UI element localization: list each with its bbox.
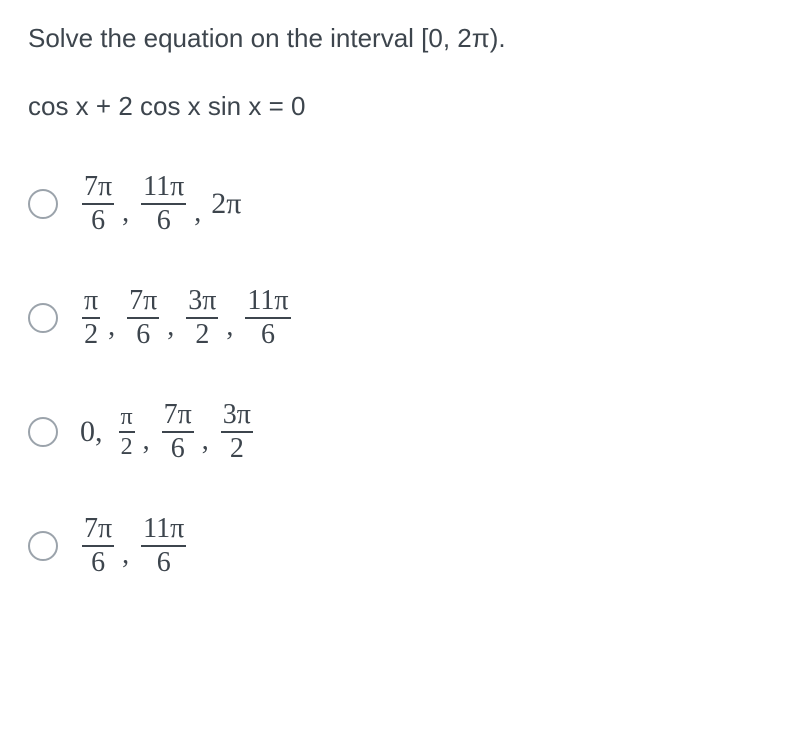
radio-button[interactable] bbox=[28, 303, 58, 333]
separator: , bbox=[194, 197, 201, 235]
radio-button[interactable] bbox=[28, 417, 58, 447]
denominator: 6 bbox=[169, 433, 187, 463]
options-list: 7π6,11π6,2ππ2,7π6,3π2,11π60,π2,7π6,3π27π… bbox=[28, 173, 772, 577]
question-prompt: Solve the equation on the interval [0, 2… bbox=[28, 20, 772, 56]
fraction: 11π6 bbox=[141, 515, 186, 577]
question-equation: cos x + 2 cos x sin x = 0 bbox=[28, 88, 772, 124]
answer-content: 7π6,11π6,2π bbox=[80, 173, 241, 235]
fraction: π2 bbox=[119, 405, 135, 459]
denominator: 6 bbox=[155, 205, 173, 235]
option-row[interactable]: 0,π2,7π6,3π2 bbox=[28, 401, 772, 463]
denominator: 2 bbox=[193, 319, 211, 349]
separator: , bbox=[108, 311, 115, 349]
answer-content: π2,7π6,3π2,11π6 bbox=[80, 287, 293, 349]
numerator: 11π bbox=[141, 173, 186, 203]
numerator: 7π bbox=[127, 287, 159, 317]
denominator: 6 bbox=[155, 547, 173, 577]
separator: , bbox=[122, 197, 129, 235]
numerator: 3π bbox=[186, 287, 218, 317]
denominator: 6 bbox=[89, 205, 107, 235]
numerator: 7π bbox=[162, 401, 194, 431]
separator: , bbox=[122, 539, 129, 577]
fraction: 11π6 bbox=[245, 287, 290, 349]
whole-term: 0, bbox=[80, 415, 103, 449]
whole-term: 2π bbox=[211, 187, 241, 221]
numerator: 7π bbox=[82, 173, 114, 203]
denominator: 6 bbox=[89, 547, 107, 577]
fraction: 7π6 bbox=[162, 401, 194, 463]
separator: , bbox=[143, 425, 150, 463]
numerator: 7π bbox=[82, 515, 114, 545]
numerator: π bbox=[82, 287, 100, 317]
denominator: 6 bbox=[134, 319, 152, 349]
denominator: 2 bbox=[228, 433, 246, 463]
fraction: 7π6 bbox=[82, 515, 114, 577]
numerator: 3π bbox=[221, 401, 253, 431]
separator: , bbox=[226, 311, 233, 349]
numerator: 11π bbox=[245, 287, 290, 317]
answer-content: 7π6,11π6 bbox=[80, 515, 188, 577]
denominator: 2 bbox=[119, 433, 135, 459]
numerator: 11π bbox=[141, 515, 186, 545]
denominator: 6 bbox=[259, 319, 277, 349]
separator: , bbox=[202, 425, 209, 463]
option-row[interactable]: π2,7π6,3π2,11π6 bbox=[28, 287, 772, 349]
option-row[interactable]: 7π6,11π6 bbox=[28, 515, 772, 577]
answer-content: 0,π2,7π6,3π2 bbox=[80, 401, 255, 463]
fraction: 7π6 bbox=[127, 287, 159, 349]
radio-button[interactable] bbox=[28, 189, 58, 219]
fraction: 3π2 bbox=[186, 287, 218, 349]
denominator: 2 bbox=[82, 319, 100, 349]
fraction: 11π6 bbox=[141, 173, 186, 235]
fraction: 3π2 bbox=[221, 401, 253, 463]
numerator: π bbox=[119, 405, 135, 431]
fraction: π2 bbox=[82, 287, 100, 349]
radio-button[interactable] bbox=[28, 531, 58, 561]
option-row[interactable]: 7π6,11π6,2π bbox=[28, 173, 772, 235]
fraction: 7π6 bbox=[82, 173, 114, 235]
separator: , bbox=[167, 311, 174, 349]
